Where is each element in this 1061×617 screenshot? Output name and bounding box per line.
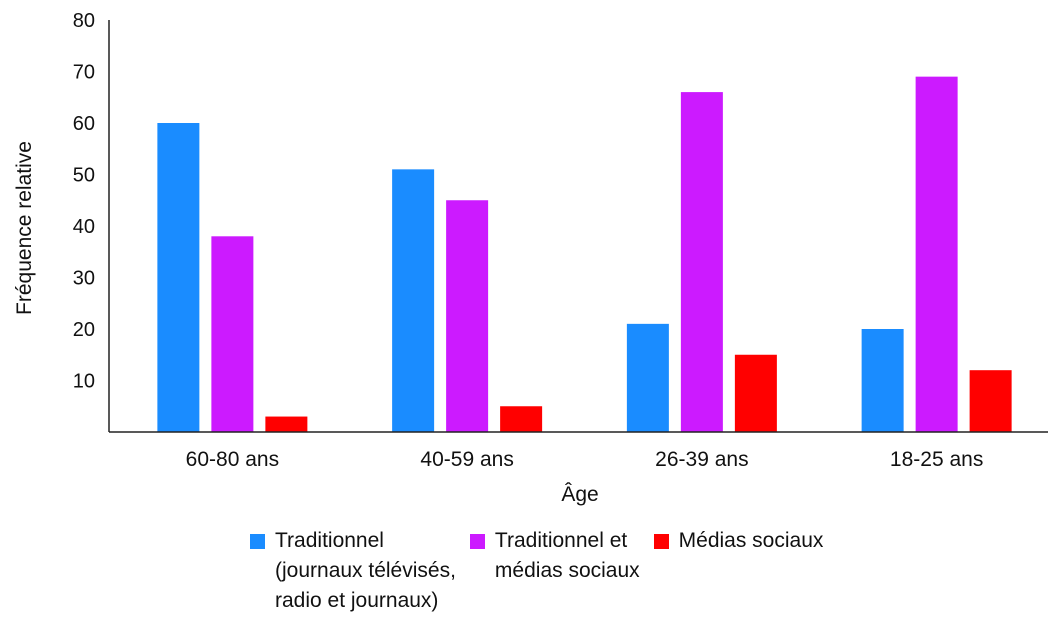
bar-18-25-ans-series-3 — [969, 370, 1012, 432]
legend-label-traditionnel-et-medias-sociaux: Traditionnel et médias sociaux — [494, 529, 640, 582]
x-axis-title: Âge — [561, 483, 598, 506]
bar-40-59-ans-series-2 — [446, 200, 489, 432]
legend-label-medias-sociaux: Médias sociaux — [678, 529, 824, 552]
bars-group — [157, 76, 1012, 433]
legend-item-traditionnel-et-medias-sociaux: Traditionnel et médias sociaux — [469, 526, 640, 616]
y-tick-label-50: 50 — [73, 165, 95, 187]
y-axis-title: Fréquence relative — [13, 141, 36, 315]
x-tick-label-18-25-ans: 18-25 ans — [890, 448, 983, 471]
bar-60-80-ans-series-3 — [265, 416, 308, 432]
x-tick-label-60-80-ans: 60-80 ans — [186, 448, 279, 471]
y-tick-label-40: 40 — [73, 216, 95, 238]
y-tick-label-70: 70 — [73, 62, 95, 84]
bar-26-39-ans-series-2 — [680, 92, 723, 432]
legend: Traditionnel (journaux télévisés, radio … — [250, 526, 837, 616]
bar-18-25-ans-series-2 — [915, 76, 958, 433]
bar-26-39-ans-series-1 — [626, 323, 669, 432]
bar-60-80-ans-series-2 — [211, 236, 254, 432]
legend-item-traditionnel: Traditionnel (journaux télévisés, radio … — [250, 526, 456, 616]
x-tick-label-26-39-ans: 26-39 ans — [655, 448, 748, 471]
y-tick-label-60: 60 — [73, 113, 95, 135]
legend-item-medias-sociaux: Médias sociaux — [653, 526, 824, 616]
legend-label-traditionnel: Traditionnel (journaux télévisés, radio … — [275, 529, 456, 612]
bar-18-25-ans-series-1 — [861, 329, 904, 432]
legend-swatch-traditionnel-et-medias-sociaux — [469, 534, 485, 549]
bar-40-59-ans-series-3 — [500, 406, 543, 432]
y-tick-label-20: 20 — [73, 319, 95, 341]
bar-40-59-ans-series-1 — [392, 169, 435, 432]
y-tick-label-80: 80 — [73, 10, 95, 32]
y-axis-ticks: 10 20 30 40 50 60 70 80 — [73, 10, 95, 393]
bar-60-80-ans-series-1 — [157, 123, 200, 432]
y-tick-label-10: 10 — [73, 371, 95, 393]
x-tick-label-40-59-ans: 40-59 ans — [420, 448, 513, 471]
x-axis-tick-labels: 60-80 ans 40-59 ans 26-39 ans 18-25 ans — [186, 448, 984, 471]
legend-swatch-medias-sociaux — [653, 534, 669, 549]
legend-swatch-traditionnel — [250, 534, 265, 549]
y-tick-label-30: 30 — [73, 268, 95, 290]
bar-26-39-ans-series-3 — [734, 354, 777, 432]
